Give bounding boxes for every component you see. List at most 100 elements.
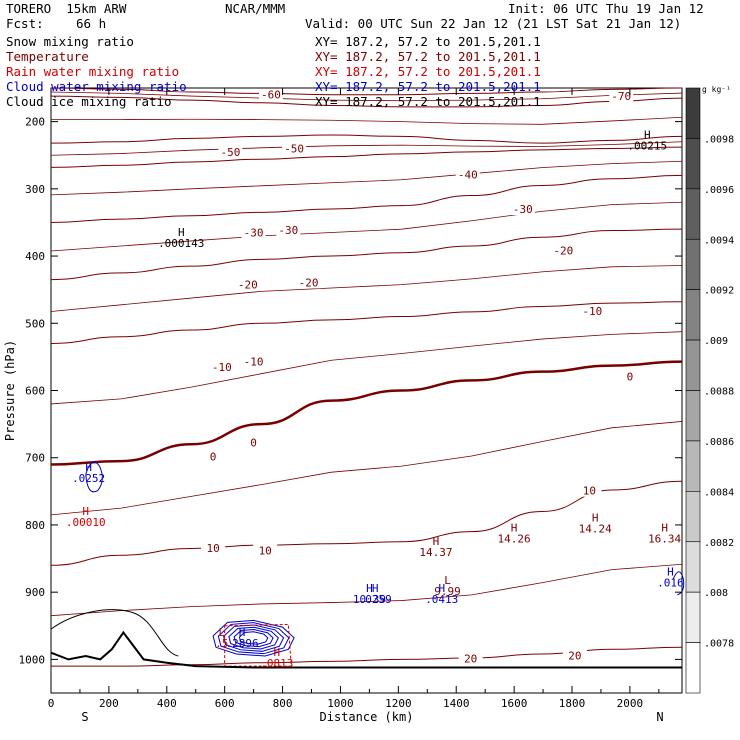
isotherm-label: -70 xyxy=(611,90,631,103)
y-axis-label: Pressure (hPa) xyxy=(3,340,17,441)
isotherm-label-bg xyxy=(617,370,642,383)
isotherm-minor xyxy=(50,160,683,196)
isotherm--60 xyxy=(50,95,683,108)
x-end-left: S xyxy=(81,710,88,724)
valid-time: Valid: 00 UTC Sun 22 Jan 12 (21 LST Sat … xyxy=(305,16,682,31)
isotherm--10 xyxy=(50,301,683,344)
x-tick-label: 200 xyxy=(99,697,119,710)
isotherm-label: -20 xyxy=(238,278,258,291)
extremum-mark: L xyxy=(444,574,451,587)
cloud-water-contour xyxy=(217,622,290,655)
x-tick-label: 1400 xyxy=(443,697,470,710)
isotherm-label: -40 xyxy=(458,169,478,182)
colorbar-unit: g kg⁻¹ xyxy=(702,85,731,94)
isotherm--40 xyxy=(50,146,683,168)
x-tick-label: 1800 xyxy=(559,697,586,710)
field-ice-name: Cloud ice mixing ratio xyxy=(6,94,172,109)
x-tick-label: 600 xyxy=(215,697,235,710)
isotherm-label-bg xyxy=(276,223,301,236)
field-snow-name: Snow mixing ratio xyxy=(6,34,134,49)
colorbar-swatch xyxy=(685,390,701,442)
field-rain-name: Rain water mixing ratio xyxy=(6,64,180,79)
isotherm-label: 10 xyxy=(259,545,272,558)
isotherm-label-bg xyxy=(201,450,226,463)
extremum-value: .2896 xyxy=(225,637,258,650)
isotherm-minor xyxy=(51,116,683,125)
extremum-value: 14.24 xyxy=(579,523,612,536)
isotherm-label: -20 xyxy=(299,276,319,289)
extremum-mark: H xyxy=(178,226,185,239)
isotherm-label-bg xyxy=(458,652,483,665)
isotherm-minor xyxy=(50,265,683,312)
extremum-value: .00010 xyxy=(66,516,106,529)
isotherm-label: -50 xyxy=(284,143,304,156)
colorbar-tick-label: .009 xyxy=(704,336,728,347)
x-tick-label: 0 xyxy=(48,697,55,710)
field-rain-xy: XY= 187.2, 57.2 to 201.5,201.1 xyxy=(315,64,541,79)
cloud-water-contour xyxy=(238,631,269,645)
isotherm-label: -30 xyxy=(244,227,264,240)
colorbar-tick-label: .0098 xyxy=(704,134,734,145)
isotherm-label-bg xyxy=(241,355,266,368)
y-tick-label: 200 xyxy=(25,116,45,129)
extremum-mark: H xyxy=(644,128,651,141)
isotherm-label-bg xyxy=(609,90,634,103)
isotherm-label: 20 xyxy=(464,653,477,666)
y-tick-label: 700 xyxy=(25,452,45,465)
isotherm-label-bg xyxy=(218,145,243,158)
center-title: NCAR/MMM xyxy=(225,1,286,16)
extremum-value: .000143 xyxy=(158,237,204,250)
field-temp-xy: XY= 187.2, 57.2 to 201.5,201.1 xyxy=(315,49,541,64)
extremum-value: .016 xyxy=(657,576,684,589)
extremum-mark: H xyxy=(438,582,445,595)
isotherm-label: 0 xyxy=(250,436,257,449)
y-tick-label: 300 xyxy=(25,183,45,196)
extremum-value: 16.34 xyxy=(648,533,681,546)
extremum-mark: H xyxy=(366,582,373,595)
x-tick-label: 1600 xyxy=(501,697,528,710)
colorbar-tick-label: .0094 xyxy=(704,235,734,246)
isotherm-label-bg xyxy=(241,436,266,449)
x-end-right: N xyxy=(656,710,663,724)
colorbar-swatch xyxy=(685,138,701,190)
isotherm-label: -10 xyxy=(244,356,264,369)
isotherm-label-bg xyxy=(510,203,535,216)
extremum-value: .0252 xyxy=(72,472,105,485)
field-ice-xy: XY= 187.2, 57.2 to 201.5,201.1 xyxy=(315,94,541,109)
colorbar-swatch xyxy=(685,591,701,643)
isotherm-label-bg xyxy=(201,541,226,554)
x-tick-label: 1200 xyxy=(385,697,412,710)
cloud-water-contour xyxy=(223,624,285,652)
extremum-mark: H xyxy=(667,565,674,578)
isotherm-label: -10 xyxy=(212,361,232,374)
colorbar-tick-label: .0096 xyxy=(704,185,734,196)
colorbar-swatch xyxy=(685,339,701,391)
y-tick-label: 800 xyxy=(25,519,45,532)
x-axis-label: Distance (km) xyxy=(320,710,414,724)
extremum-value: .5 xyxy=(215,637,228,650)
extremum-value: 9.99 xyxy=(434,585,461,598)
isotherm-minor xyxy=(50,141,683,156)
y-tick-label: 900 xyxy=(25,586,45,599)
isotherm-label-bg xyxy=(562,649,587,662)
isotherm-label: 0 xyxy=(210,450,217,463)
x-tick-label: 2000 xyxy=(617,697,644,710)
colorbar-swatch xyxy=(685,87,701,139)
extremum-mark: H xyxy=(661,522,668,535)
colorbar-swatch xyxy=(685,541,701,593)
colorbar-swatch xyxy=(685,188,701,240)
extremum-mark: H xyxy=(372,582,379,595)
isotherm-label-bg xyxy=(282,142,307,155)
isotherm-label-bg xyxy=(296,276,321,289)
colorbar-tick-label: .0088 xyxy=(704,387,734,398)
isotherm-minor xyxy=(50,331,683,405)
rain-water-contour xyxy=(224,623,292,667)
extremum-value: .0813 xyxy=(260,657,293,670)
x-tick-label: 800 xyxy=(273,697,293,710)
extremum-mark: L xyxy=(218,626,225,639)
isotherm-label: 10 xyxy=(206,542,219,555)
extremum-mark: H xyxy=(239,626,246,639)
cloud-water-contour-small xyxy=(85,461,103,493)
colorbar-tick-label: .008 xyxy=(704,588,728,599)
isotherm-label-bg xyxy=(209,360,234,373)
